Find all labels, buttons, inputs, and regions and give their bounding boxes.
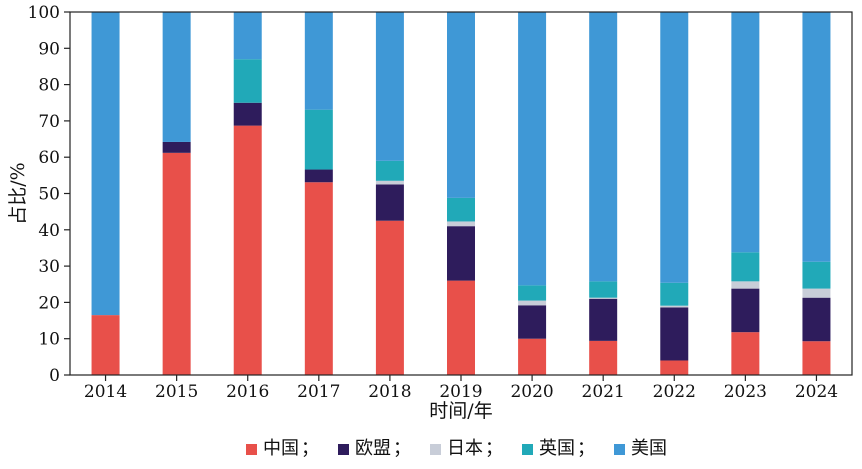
x-tick-label: 2018	[368, 382, 411, 402]
bar-segment-2017-0	[304, 182, 333, 375]
bar-segment-2017-3	[304, 109, 333, 170]
bar-segment-2015-1	[162, 141, 191, 153]
bar-segment-2017-1	[304, 169, 333, 183]
x-tick-label: 2017	[297, 382, 340, 402]
bar-segment-2016-4	[233, 12, 262, 60]
bar-segment-2020-3	[518, 285, 547, 301]
bar-segment-2024-0	[802, 341, 831, 375]
x-tick-label: 2014	[84, 382, 127, 402]
bar-segment-2014-0	[91, 315, 120, 375]
y-tick-label: 20	[38, 293, 60, 313]
bar-segment-2024-3	[802, 261, 831, 289]
x-tick-label: 2024	[795, 382, 838, 402]
bar-segment-2019-4	[447, 12, 475, 198]
y-tick-label: 60	[38, 148, 60, 168]
bar-segment-2018-2	[375, 180, 404, 185]
bar-segment-2024-2	[802, 288, 831, 298]
bar-segment-2024-4	[802, 12, 831, 262]
bar-segment-2018-3	[375, 160, 404, 181]
bar-segment-2021-1	[589, 298, 618, 341]
x-tick-label: 2021	[582, 382, 625, 402]
legend: 中国；欧盟；日本；英国；美国	[246, 438, 667, 459]
bar-segment-2016-0	[233, 125, 262, 376]
bar-segment-2022-4	[660, 12, 689, 283]
legend-label-1: 欧盟	[355, 438, 391, 459]
y-tick-label: 80	[38, 76, 60, 96]
y-tick-label: 30	[38, 257, 60, 277]
legend-swatch-1	[338, 444, 349, 455]
bar-segment-2023-2	[731, 281, 760, 289]
y-tick-label: 70	[38, 112, 60, 132]
legend-label-0: 中国	[263, 438, 299, 459]
bar-segment-2020-0	[518, 338, 547, 375]
x-tick-label: 2016	[226, 382, 269, 402]
legend-swatch-0	[246, 444, 257, 455]
y-axis-title: 占比/%	[7, 162, 29, 224]
bar-segment-2022-3	[660, 282, 689, 306]
bar-segment-2020-4	[518, 12, 547, 286]
bar-segment-2015-0	[162, 152, 191, 375]
bar-segment-2016-3	[233, 59, 262, 103]
legend-separator: ；	[485, 438, 503, 459]
y-tick-label: 90	[38, 39, 60, 59]
bar-segment-2021-4	[589, 12, 618, 282]
bar-segment-2019-2	[447, 221, 475, 227]
bar-segment-2020-2	[518, 300, 547, 306]
bar-segment-2022-1	[660, 307, 689, 361]
legend-swatch-4	[614, 444, 625, 455]
y-tick-label: 40	[38, 221, 60, 241]
legend-label-4: 美国	[631, 438, 667, 459]
bar-segment-2019-1	[447, 226, 475, 281]
x-tick-label: 2022	[653, 382, 696, 402]
x-tick-label: 2019	[439, 382, 482, 402]
y-tick-label: 100	[28, 3, 60, 23]
x-tick-label: 2020	[510, 382, 553, 402]
bars-layer	[91, 12, 831, 376]
bar-segment-2018-4	[375, 12, 404, 161]
bar-segment-2023-0	[731, 332, 760, 375]
legend-separator: ；	[577, 438, 595, 459]
legend-separator: ；	[393, 438, 411, 459]
bar-segment-2023-4	[731, 12, 760, 253]
legend-swatch-3	[522, 444, 533, 455]
bar-segment-2022-0	[660, 360, 689, 375]
bar-segment-2019-3	[447, 197, 475, 222]
bar-segment-2017-4	[304, 12, 333, 110]
legend-label-3: 英国	[539, 438, 575, 459]
bar-segment-2014-4	[91, 12, 120, 316]
bar-segment-2021-3	[589, 281, 618, 298]
bar-segment-2018-0	[375, 220, 404, 375]
legend-separator: ；	[301, 438, 319, 459]
legend-label-2: 日本	[447, 438, 483, 459]
bar-segment-2015-4	[162, 12, 191, 142]
bar-segment-2022-2	[660, 305, 689, 308]
axes-layer: 0 10 20 30 40 50 60 70 80 90 100 2014 2015 2016 2017 20…	[28, 3, 853, 402]
bar-segment-2024-1	[802, 297, 831, 342]
bar-segment-2023-3	[731, 252, 760, 282]
bar-segment-2020-1	[518, 305, 547, 339]
bar-segment-2019-0	[447, 280, 475, 375]
y-tick-label: 10	[38, 330, 60, 350]
bar-segment-2016-1	[233, 102, 262, 126]
y-tick-label: 0	[49, 366, 60, 386]
x-tick-label: 2023	[724, 382, 767, 402]
x-axis-title: 时间/年	[429, 400, 492, 422]
bar-segment-2021-0	[589, 340, 618, 375]
bar-segment-2021-2	[589, 297, 618, 299]
y-tick-label: 50	[38, 185, 60, 205]
x-tick-label: 2015	[155, 382, 198, 402]
legend-swatch-2	[430, 444, 441, 455]
bar-segment-2018-1	[375, 184, 404, 221]
bar-segment-2023-1	[731, 288, 760, 333]
